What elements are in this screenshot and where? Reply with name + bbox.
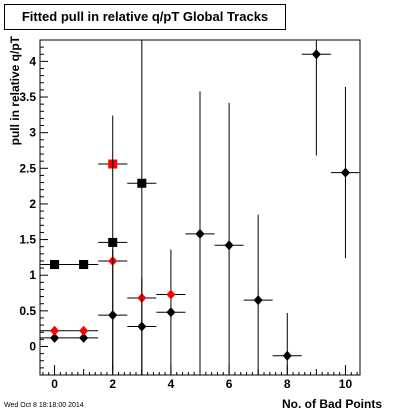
- diamond-marker: [79, 325, 89, 336]
- x-tick-label: 10: [339, 377, 353, 391]
- diamond-marker: [340, 167, 350, 178]
- data-points: [40, 40, 360, 375]
- diamond-marker: [253, 295, 263, 306]
- series-1: [40, 255, 186, 336]
- x-tick-label: 4: [168, 377, 175, 391]
- y-tick-label: 2: [29, 197, 36, 211]
- square-marker: [79, 260, 89, 270]
- series-0: [40, 40, 360, 375]
- y-tick-label: 1.5: [19, 233, 36, 247]
- square-marker: [50, 260, 60, 270]
- y-tick-label: 0.5: [19, 304, 36, 318]
- x-tick-label: 8: [284, 377, 291, 391]
- x-axis-label: No. of Bad Points: [282, 397, 382, 411]
- x-tick-label: 0: [51, 377, 58, 391]
- diamond-marker: [50, 325, 60, 336]
- y-axis-label: pull in relative q/pT: [8, 36, 22, 146]
- diamond-marker: [166, 289, 176, 300]
- diamond-marker: [311, 49, 321, 60]
- diamond-marker: [282, 350, 292, 361]
- timestamp-footer: Wed Oct 8 18:18:00 2014: [4, 402, 84, 409]
- x-tick-label: 6: [226, 377, 233, 391]
- y-tick-label: 2.5: [19, 161, 36, 175]
- diamond-marker: [50, 332, 60, 343]
- y-tick-label: 1: [29, 268, 36, 282]
- x-tick-label: 2: [109, 377, 116, 391]
- square-marker: [108, 237, 118, 247]
- series-2: [40, 159, 128, 270]
- y-tick-label: 0: [29, 339, 36, 353]
- y-tick-label: 3: [29, 126, 36, 140]
- diamond-marker: [224, 240, 234, 251]
- y-tick-label: 4: [29, 54, 36, 68]
- y-tick-label: 3.5: [19, 90, 36, 104]
- diamond-marker: [79, 332, 89, 343]
- diamond-marker: [166, 307, 176, 318]
- chart-title-box: Fitted pull in relative q/pT Global Trac…: [4, 4, 286, 30]
- axis-ticks: 0 2 4 6 8 10 0 0.5 1 1.5 2 2.5 3 3.5 4: [19, 46, 358, 391]
- chart-title: Fitted pull in relative q/pT Global Trac…: [21, 9, 269, 24]
- square-marker: [137, 178, 147, 188]
- diamond-marker: [195, 228, 205, 239]
- series-3: [40, 40, 157, 375]
